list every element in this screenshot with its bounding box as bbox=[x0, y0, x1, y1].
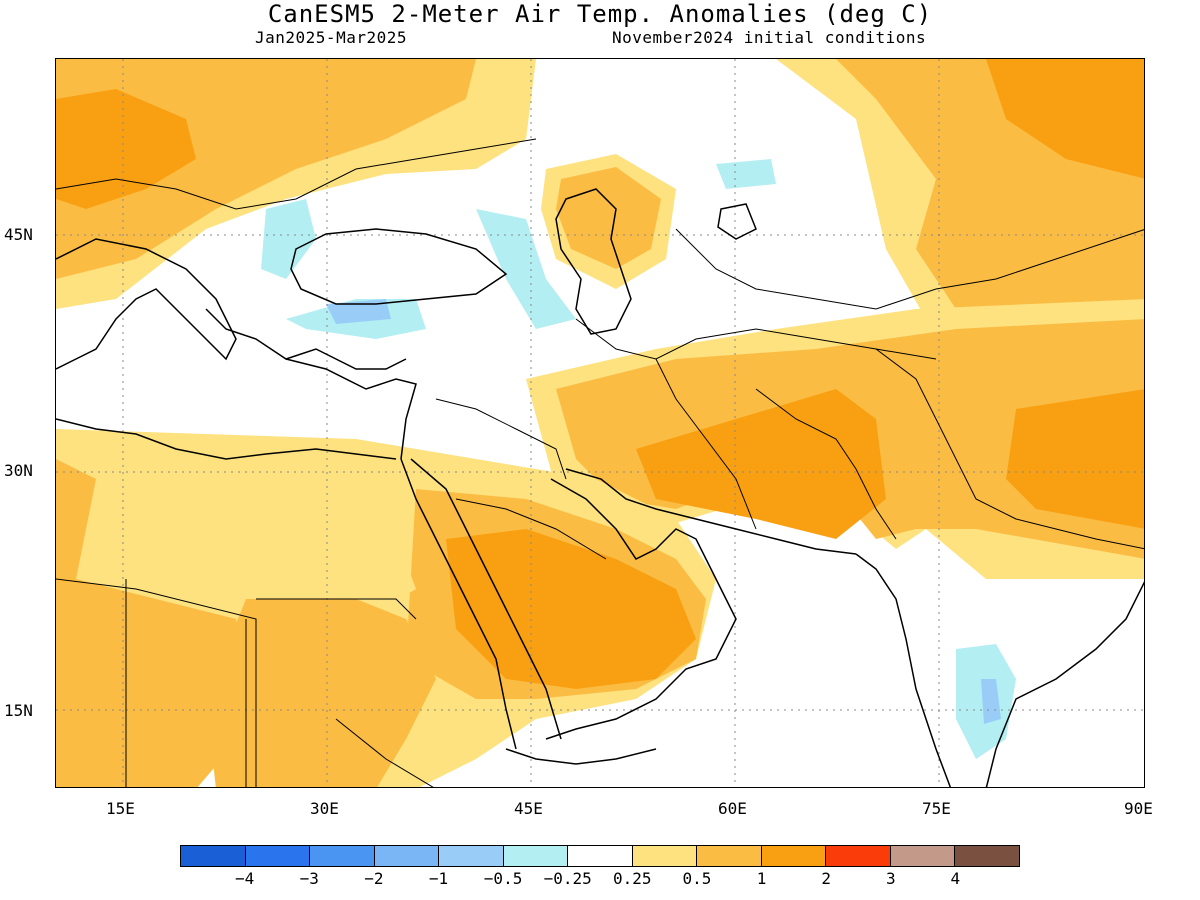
initial-conditions: November2024 initial conditions bbox=[612, 28, 927, 47]
colorbar-swatch-6 bbox=[568, 846, 633, 866]
lon-label-30e: 30E bbox=[310, 799, 339, 818]
anomaly-anatolia-blue bbox=[326, 299, 391, 324]
anomaly-india-blue bbox=[981, 679, 1001, 724]
anomaly-sudan-orange bbox=[206, 599, 436, 787]
colorbar-swatch-2 bbox=[310, 846, 375, 866]
colorbar-swatch-3 bbox=[374, 846, 440, 866]
anomaly-caucasus-cyan bbox=[476, 209, 576, 329]
borders bbox=[56, 138, 1144, 787]
colorbar-swatch-11 bbox=[890, 846, 956, 866]
coastlines bbox=[56, 188, 1144, 787]
colorbar-swatch-8 bbox=[697, 846, 762, 866]
forecast-period: Jan2025-Mar2025 bbox=[255, 28, 407, 47]
colorbar-label-9: 2 bbox=[821, 869, 831, 888]
colorbar bbox=[180, 845, 1020, 867]
colorbar-swatch-1 bbox=[245, 846, 311, 866]
anomaly-map-canvas bbox=[56, 59, 1144, 787]
colorbar-swatch-10 bbox=[826, 846, 891, 866]
colorbar-label-10: 3 bbox=[885, 869, 896, 888]
anomaly-shading bbox=[56, 59, 1144, 787]
colorbar-swatch-5 bbox=[503, 846, 569, 866]
anomaly-central-europe-core bbox=[56, 89, 196, 209]
map-title: CanESM5 2-Meter Air Temp. Anomalies (deg… bbox=[267, 0, 933, 28]
anomaly-map bbox=[55, 58, 1145, 788]
anomaly-balkan-cyan bbox=[261, 199, 316, 279]
colorbar-swatch-0 bbox=[181, 846, 246, 866]
colorbar-label-7: 0.5 bbox=[682, 869, 712, 888]
anomaly-sahara-lightyellow bbox=[96, 469, 306, 579]
lon-label-90e: 90E bbox=[1124, 799, 1153, 818]
anomaly-caspian-orange bbox=[556, 167, 661, 269]
colorbar-swatch-12 bbox=[955, 846, 1019, 866]
colorbar-label-8: 1 bbox=[756, 869, 767, 888]
lon-label-60e: 60E bbox=[718, 799, 747, 818]
colorbar-label-4: −0.5 bbox=[483, 869, 523, 888]
anomaly-north-africa-orange bbox=[56, 459, 256, 787]
lat-label-30n: 30N bbox=[4, 461, 33, 480]
anomaly-aral-cyan bbox=[716, 159, 776, 189]
colorbar-label-2: −2 bbox=[364, 869, 384, 888]
colorbar-label-0: −4 bbox=[234, 869, 255, 888]
lon-label-15e: 15E bbox=[106, 799, 135, 818]
lon-label-45e: 45E bbox=[514, 799, 543, 818]
colorbar-label-3: −1 bbox=[428, 869, 449, 888]
colorbar-label-5: −0.25 bbox=[543, 869, 592, 888]
colorbar-swatch-9 bbox=[761, 846, 827, 866]
lat-label-45n: 45N bbox=[4, 225, 33, 244]
anomaly-iran-pakistan-core bbox=[636, 389, 886, 539]
anomaly-arabia-core bbox=[446, 529, 696, 689]
colorbar-label-11: 4 bbox=[950, 869, 961, 888]
colorbar-swatch-7 bbox=[632, 846, 698, 866]
anomaly-siberia-core bbox=[986, 59, 1144, 179]
colorbar-label-1: −3 bbox=[299, 869, 319, 888]
lon-label-75e: 75E bbox=[922, 799, 951, 818]
colorbar-label-6: 0.25 bbox=[613, 869, 652, 888]
anomaly-himalaya-core bbox=[1006, 389, 1144, 529]
colorbar-swatch-4 bbox=[439, 846, 504, 866]
lat-label-15n: 15N bbox=[4, 701, 33, 720]
